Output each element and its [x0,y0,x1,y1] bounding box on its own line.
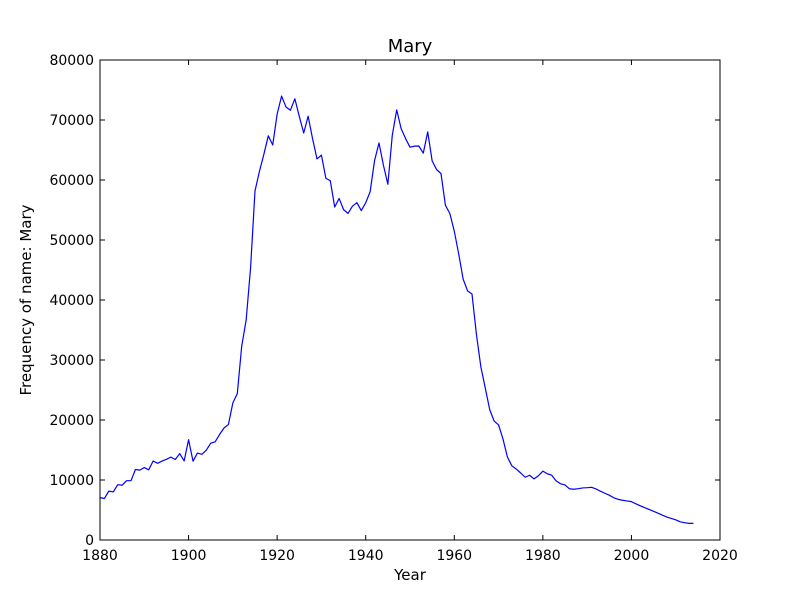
y-axis-ticks: 0 10000 20000 30000 40000 50000 60000 70000 8000… [49,53,720,549]
series-line-mary [99,95,694,524]
y-tick-label: 0 [85,533,94,549]
x-tick-label: 1900 [171,548,207,564]
y-tick-label: 70000 [49,113,94,129]
y-tick-label: 80000 [49,53,94,69]
y-tick-label: 10000 [49,473,94,489]
y-tick-label: 30000 [49,353,94,369]
y-tick-label: 60000 [49,173,94,189]
x-tick-label: 2000 [614,548,650,564]
x-tick-label: 1920 [259,548,295,564]
x-tick-label: 2020 [702,548,738,564]
x-tick-label: 1960 [436,548,472,564]
x-tick-label: 1980 [525,548,561,564]
x-axis-ticks: 1880 1900 1920 1940 1960 1980 2000 2020 [82,60,738,564]
y-tick-label: 40000 [49,293,94,309]
x-tick-label: 1880 [82,548,118,564]
y-tick-label: 50000 [49,233,94,249]
chart-title: Mary [388,36,433,57]
y-tick-label: 20000 [49,413,94,429]
y-axis-label: Frequency of name: Mary [17,204,35,395]
x-tick-label: 1940 [348,548,384,564]
x-axis-label: Year [393,566,427,584]
